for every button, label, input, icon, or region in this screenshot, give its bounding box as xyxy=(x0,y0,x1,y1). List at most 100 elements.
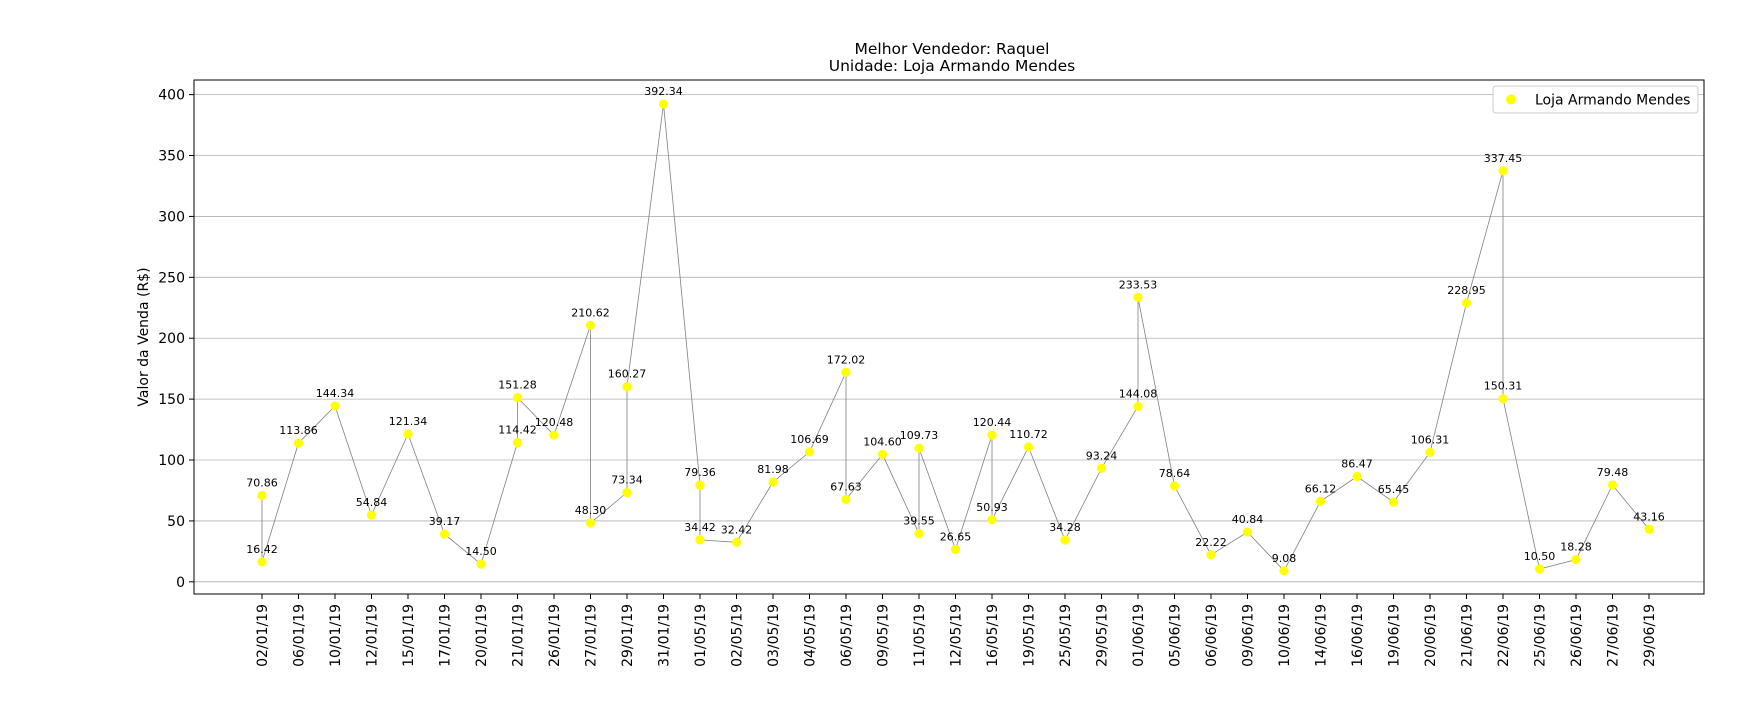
data-label: 34.28 xyxy=(1049,521,1081,534)
data-label: 172.02 xyxy=(827,353,866,366)
series-polyline xyxy=(261,103,1650,572)
x-tick-label: 14/06/19 xyxy=(1314,604,1330,667)
data-point xyxy=(658,99,669,109)
data-point xyxy=(1607,480,1618,490)
x-tick-label: 06/06/19 xyxy=(1204,604,1220,667)
x-tick-label: 29/05/19 xyxy=(1095,604,1111,667)
data-label: 50.93 xyxy=(976,501,1008,514)
data-point xyxy=(1060,535,1070,545)
data-point xyxy=(1206,550,1216,560)
data-label: 67.63 xyxy=(830,480,862,493)
data-point xyxy=(512,392,523,403)
legend-marker xyxy=(1506,94,1516,105)
x-tick-label: 06/01/19 xyxy=(292,604,308,667)
x-tick-label: 29/01/19 xyxy=(620,604,636,667)
data-point xyxy=(1315,496,1326,506)
data-point xyxy=(1279,566,1289,576)
data-label: 73.34 xyxy=(611,473,643,486)
data-label: 9.08 xyxy=(1272,552,1297,565)
y-tick-label: 200 xyxy=(158,331,185,347)
x-tick-label: 17/01/19 xyxy=(438,604,454,667)
grid xyxy=(194,94,1704,583)
data-label: 151.28 xyxy=(498,379,537,392)
x-tick-label: 21/06/19 xyxy=(1460,604,1476,667)
x-tick-label: 01/05/19 xyxy=(693,604,709,667)
data-label: 22.22 xyxy=(1195,536,1227,549)
x-tick-label: 25/05/19 xyxy=(1058,604,1074,667)
data-point xyxy=(293,438,304,448)
x-tick-label: 21/01/19 xyxy=(511,604,527,667)
data-point xyxy=(403,429,413,439)
data-point xyxy=(1571,554,1581,565)
data-label: 48.30 xyxy=(575,504,607,517)
x-tick-label: 10/06/19 xyxy=(1277,604,1293,667)
x-tick-label: 09/06/19 xyxy=(1241,604,1257,667)
data-label: 40.84 xyxy=(1232,513,1264,526)
data-label: 32.42 xyxy=(721,523,753,536)
x-tick-label: 15/01/19 xyxy=(401,604,417,667)
data-point xyxy=(366,510,377,520)
data-label: 70.86 xyxy=(246,477,278,490)
data-point xyxy=(330,401,340,411)
data-label: 93.24 xyxy=(1086,449,1118,462)
x-tick-label: 16/06/19 xyxy=(1350,604,1366,667)
data-point xyxy=(549,430,559,440)
data-label: 43.16 xyxy=(1633,510,1665,523)
data-label: 228.95 xyxy=(1447,284,1486,297)
data-label: 114.42 xyxy=(498,423,537,436)
data-label: 78.64 xyxy=(1159,467,1191,480)
data-label: 106.69 xyxy=(790,433,829,446)
data-point xyxy=(1096,463,1107,473)
legend-entry-label: Loja Armando Mendes xyxy=(1535,93,1690,109)
y-axis: 0 50 100 150 200 250 300 350 400 xyxy=(158,88,194,591)
legend[interactable]: Loja Armando Mendes xyxy=(1492,85,1699,114)
y-tick-label: 50 xyxy=(167,514,185,530)
data-label: 18.28 xyxy=(1560,541,1592,554)
x-tick-label: 09/05/19 xyxy=(876,604,892,667)
data-point xyxy=(695,480,705,490)
y-tick-label: 400 xyxy=(158,88,185,104)
x-tick-label: 26/06/19 xyxy=(1569,604,1585,667)
data-label: 14.50 xyxy=(465,545,497,558)
data-point xyxy=(1242,527,1253,537)
data-point xyxy=(950,544,961,554)
data-point xyxy=(622,382,632,392)
x-tick-label: 29/06/19 xyxy=(1642,604,1658,667)
y-tick-label: 250 xyxy=(158,270,185,286)
data-point xyxy=(1352,471,1362,482)
chart-title: Melhor Vendedor: Raquel xyxy=(855,40,1050,58)
data-label: 34.42 xyxy=(684,521,716,534)
x-tick-label: 31/01/19 xyxy=(657,604,673,667)
data-labels: 70.86 16.42 113.86 144.34 54.84 121.34 39.17 14… xyxy=(246,85,1665,565)
data-label: 120.44 xyxy=(973,416,1012,429)
data-label: 121.34 xyxy=(389,415,428,428)
series-points xyxy=(257,99,1654,576)
data-point xyxy=(804,447,815,457)
chart-subtitle: Unidade: Loja Armando Mendes xyxy=(829,57,1075,75)
x-tick-label: 20/06/19 xyxy=(1423,604,1439,667)
x-axis: 02/01/19 06/01/19 10/01/19 12/01/19 15/01/19… xyxy=(255,594,1658,667)
data-point xyxy=(914,529,924,539)
y-tick-label: 150 xyxy=(158,392,185,408)
data-point xyxy=(1461,298,1472,308)
x-tick-label: 06/05/19 xyxy=(839,604,855,667)
data-point xyxy=(731,537,742,547)
data-point xyxy=(1425,447,1435,457)
x-tick-label: 12/01/19 xyxy=(365,604,381,667)
y-tick-label: 100 xyxy=(158,453,185,469)
series-line xyxy=(261,103,1650,572)
data-point xyxy=(1644,524,1654,534)
data-point xyxy=(585,518,596,528)
x-tick-label: 20/01/19 xyxy=(474,604,490,667)
data-label: 106.31 xyxy=(1411,433,1450,446)
data-label: 120.48 xyxy=(535,416,574,429)
data-point xyxy=(1133,292,1143,302)
data-label: 210.62 xyxy=(571,306,610,319)
data-point xyxy=(512,437,523,448)
data-label: 16.42 xyxy=(246,543,278,556)
data-point xyxy=(877,449,888,460)
data-label: 81.98 xyxy=(757,463,789,476)
y-tick-label: 300 xyxy=(158,209,185,225)
data-point xyxy=(841,494,851,505)
